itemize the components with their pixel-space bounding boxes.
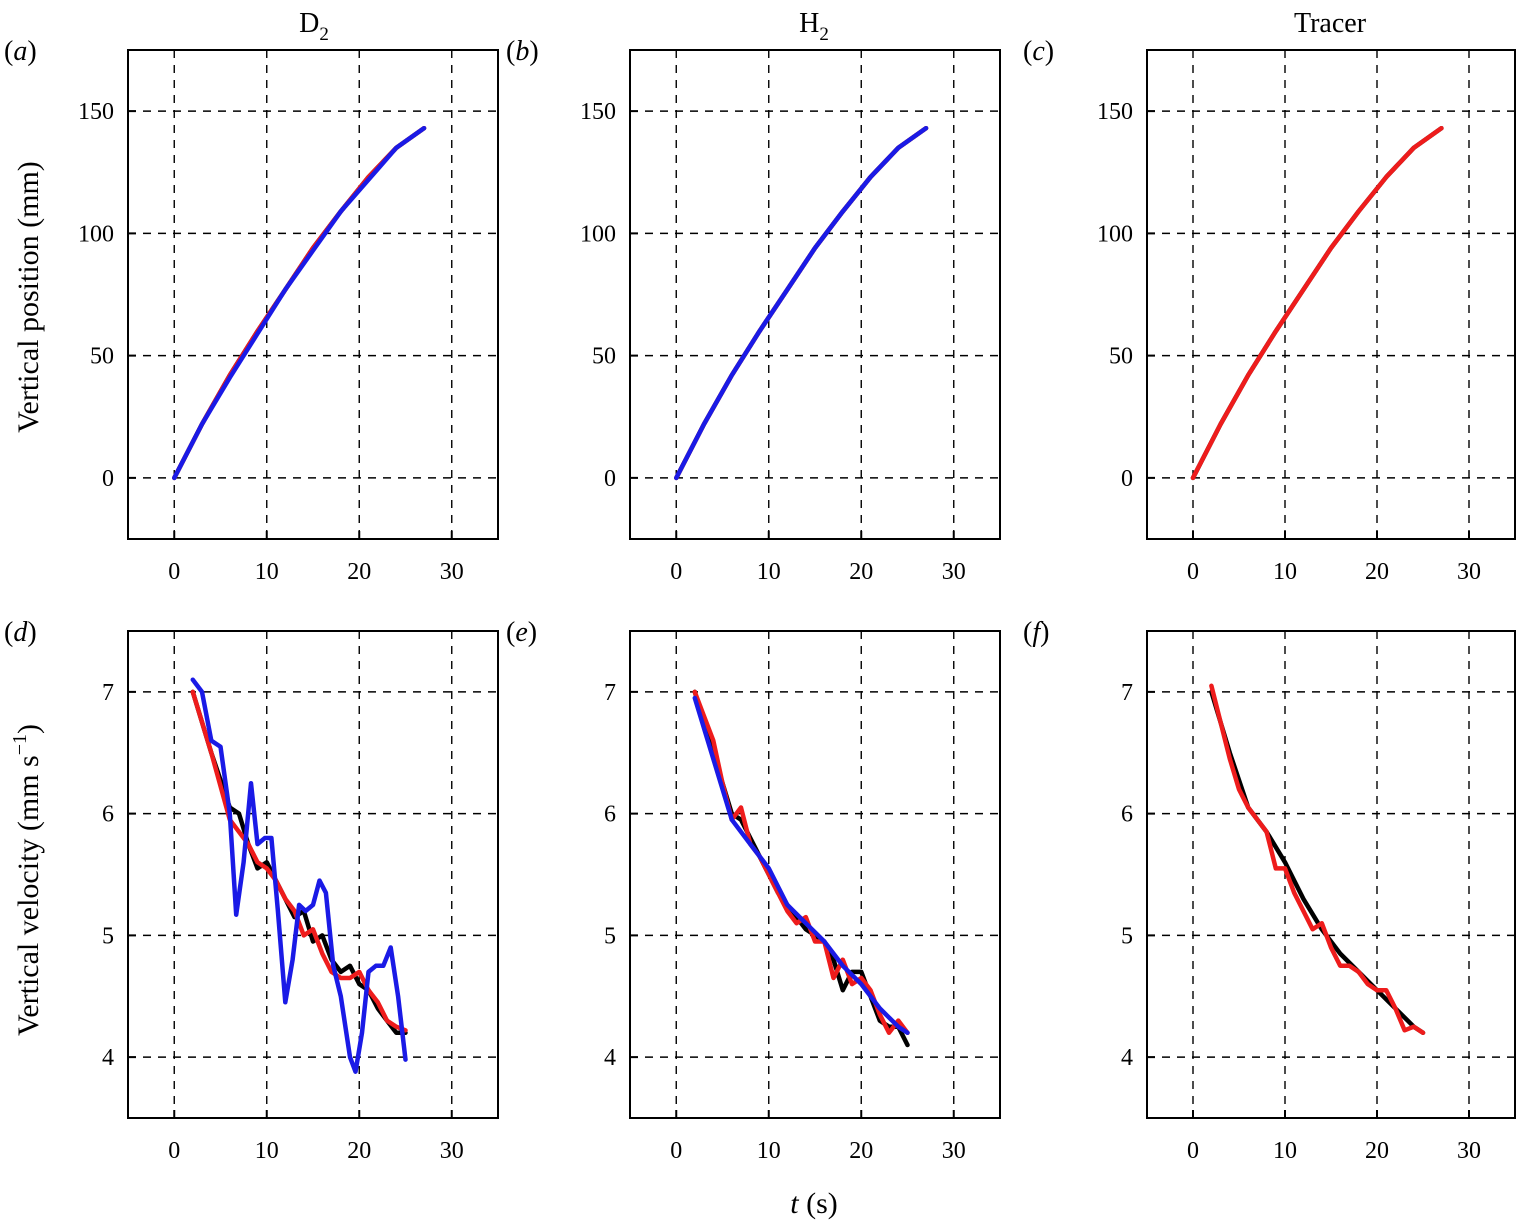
x-tick-label: 10 bbox=[757, 559, 781, 585]
panel-label: (f) bbox=[1023, 617, 1049, 648]
column-title-h2: H2 bbox=[799, 8, 829, 45]
y-tick-label: 5 bbox=[102, 923, 114, 949]
series-line-black bbox=[674, 125, 929, 481]
x-tick-label: 10 bbox=[1273, 1138, 1297, 1164]
series-line-black bbox=[1190, 125, 1444, 481]
series-line-blue bbox=[172, 125, 427, 481]
y-tick-label: 5 bbox=[604, 923, 616, 949]
panel-f: 0 10 20 30 4 5 6 7 (f) bbox=[1023, 617, 1516, 1164]
panel-label: (e) bbox=[506, 617, 537, 648]
series-line-black bbox=[190, 689, 408, 1036]
plot-frame bbox=[1146, 630, 1516, 1119]
y-tick-label: 7 bbox=[1121, 680, 1133, 706]
y-tick-label: 50 bbox=[592, 344, 616, 370]
x-tick-label: 10 bbox=[255, 1138, 279, 1164]
y-tick-label: 0 bbox=[1121, 466, 1133, 492]
panel-label: (d) bbox=[4, 617, 37, 648]
y-tick-label: 100 bbox=[1097, 221, 1133, 247]
series-line-black bbox=[172, 125, 427, 481]
y-tick-label: 7 bbox=[604, 680, 616, 706]
series-line-red bbox=[674, 125, 929, 481]
x-tick-label: 0 bbox=[168, 559, 180, 585]
series-line-red bbox=[190, 689, 408, 1033]
series-line-blue bbox=[692, 695, 910, 1036]
y-tick-label: 6 bbox=[604, 802, 616, 828]
x-tick-label: 20 bbox=[1365, 1138, 1389, 1164]
y-tick-label: 7 bbox=[102, 680, 114, 706]
column-title-d2: D2 bbox=[299, 8, 329, 45]
y-tick-label: 150 bbox=[78, 99, 114, 125]
plot-frame bbox=[1146, 49, 1516, 540]
x-tick-label: 30 bbox=[1457, 559, 1481, 585]
x-tick-label: 30 bbox=[1457, 1138, 1481, 1164]
panel-label: (c) bbox=[1023, 36, 1054, 67]
y-tick-label: 150 bbox=[580, 99, 616, 125]
x-tick-label: 30 bbox=[942, 1138, 966, 1164]
panel-e: 0 10 20 30 4 5 6 7 (e) bbox=[506, 617, 1001, 1164]
y-tick-label: 50 bbox=[90, 344, 114, 370]
x-tick-label: 0 bbox=[670, 559, 682, 585]
x-tick-label: 10 bbox=[255, 559, 279, 585]
y-axis-title-velocity: Vertical velocity (mm s−1) bbox=[9, 724, 45, 1036]
x-tick-label: 30 bbox=[440, 1138, 464, 1164]
y-axis-title-position: Vertical position (mm) bbox=[12, 161, 45, 433]
x-tick-label: 30 bbox=[440, 559, 464, 585]
y-tick-label: 50 bbox=[1109, 344, 1133, 370]
series-line-blue bbox=[674, 125, 929, 481]
y-tick-label: 6 bbox=[1121, 802, 1133, 828]
y-tick-label: 100 bbox=[580, 221, 616, 247]
y-tick-label: 100 bbox=[78, 221, 114, 247]
series-line-blue bbox=[190, 677, 408, 1074]
y-tick-label: 4 bbox=[604, 1045, 616, 1071]
y-tick-label: 6 bbox=[102, 802, 114, 828]
plot-frame bbox=[127, 49, 499, 540]
x-tick-label: 0 bbox=[168, 1138, 180, 1164]
panel-label: (a) bbox=[4, 36, 37, 67]
column-title-tracer: Tracer bbox=[1294, 8, 1367, 39]
series-line-black bbox=[692, 689, 910, 1048]
series-line-red bbox=[172, 125, 427, 481]
panel-label: (b) bbox=[506, 36, 539, 67]
x-tick-label: 20 bbox=[347, 1138, 371, 1164]
panel-a: 0 10 20 30 0 50 100 150 (a) bbox=[4, 36, 499, 585]
x-tick-label: 20 bbox=[347, 559, 371, 585]
x-tick-label: 0 bbox=[1187, 1138, 1199, 1164]
y-tick-label: 4 bbox=[102, 1045, 114, 1071]
panel-d: 0 10 20 30 4 5 6 7 (d) bbox=[4, 617, 499, 1164]
x-tick-label: 10 bbox=[757, 1138, 781, 1164]
panel-c: 0 10 20 30 0 50 100 150 (c) bbox=[1023, 36, 1516, 585]
plot-frame bbox=[629, 630, 1001, 1119]
series-line-red bbox=[1209, 683, 1426, 1036]
plot-frame bbox=[629, 49, 1001, 540]
y-tick-label: 5 bbox=[1121, 923, 1133, 949]
plot-frame bbox=[127, 630, 499, 1119]
x-tick-label: 20 bbox=[1365, 559, 1389, 585]
y-tick-label: 0 bbox=[604, 466, 616, 492]
series-line-red bbox=[1190, 125, 1444, 481]
y-tick-label: 150 bbox=[1097, 99, 1133, 125]
series-line-red bbox=[692, 689, 910, 1036]
x-tick-label: 10 bbox=[1273, 559, 1297, 585]
x-tick-label: 30 bbox=[942, 559, 966, 585]
y-tick-label: 4 bbox=[1121, 1045, 1133, 1071]
y-tick-label: 0 bbox=[102, 466, 114, 492]
x-axis-title: t (s) bbox=[790, 1187, 838, 1220]
x-tick-label: 0 bbox=[670, 1138, 682, 1164]
x-tick-label: 20 bbox=[849, 559, 873, 585]
panel-b: 0 10 20 30 0 50 100 150 (b) bbox=[506, 36, 1001, 585]
x-tick-label: 20 bbox=[849, 1138, 873, 1164]
x-tick-label: 0 bbox=[1187, 559, 1199, 585]
series-line-black bbox=[1209, 689, 1426, 1036]
